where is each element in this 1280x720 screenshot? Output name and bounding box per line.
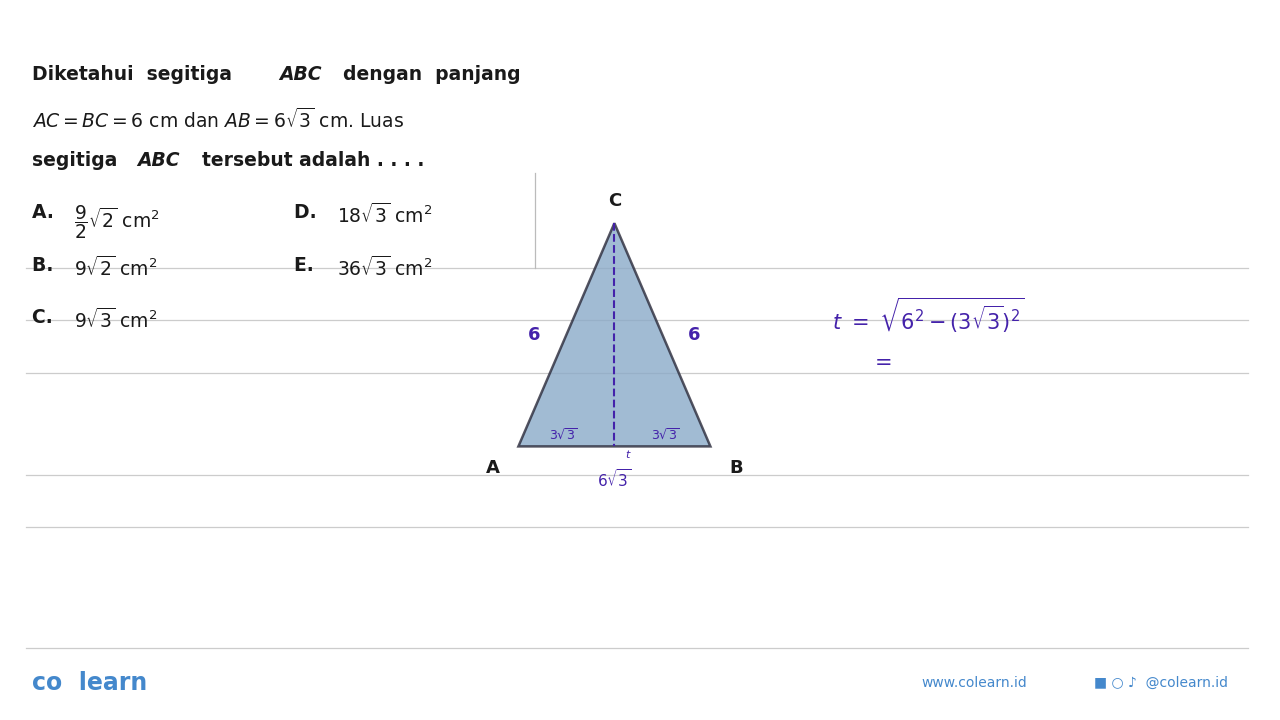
Text: E.: E. [294,256,328,274]
Text: C: C [608,192,621,210]
Text: www.colearn.id: www.colearn.id [922,675,1028,690]
Text: $=$: $=$ [870,351,892,372]
Text: $36\sqrt{3}$ cm$^2$: $36\sqrt{3}$ cm$^2$ [337,256,431,280]
Text: ABC: ABC [137,151,179,170]
Text: $6\sqrt{3}$: $6\sqrt{3}$ [596,468,632,490]
Text: $9\sqrt{2}$ cm$^2$: $9\sqrt{2}$ cm$^2$ [74,256,157,280]
Text: dengan  panjang: dengan panjang [330,65,521,84]
Text: Diketahui  segitiga: Diketahui segitiga [32,65,244,84]
Text: $\dfrac{9}{2}\sqrt{2}$ cm$^2$: $\dfrac{9}{2}\sqrt{2}$ cm$^2$ [74,203,160,241]
Text: D.: D. [294,203,330,222]
Text: $3\sqrt{3}$: $3\sqrt{3}$ [549,428,577,443]
Text: 6: 6 [689,326,700,344]
Text: ABC: ABC [279,65,321,84]
Text: co  learn: co learn [32,670,147,695]
Text: A: A [486,459,499,477]
Text: C.: C. [32,308,59,327]
Text: $t \ = \ \sqrt{6^2 - (3\sqrt{3})^2}$: $t \ = \ \sqrt{6^2 - (3\sqrt{3})^2}$ [832,295,1025,335]
Text: segitiga: segitiga [32,151,131,170]
Text: $9\sqrt{3}$ cm$^2$: $9\sqrt{3}$ cm$^2$ [74,308,157,333]
Text: $AC = BC = 6$ cm dan $AB = 6\sqrt{3}$ cm. Luas: $AC = BC = 6$ cm dan $AB = 6\sqrt{3}$ cm… [32,108,404,132]
Text: ■ ○ ♪  @colearn.id: ■ ○ ♪ @colearn.id [1094,675,1229,690]
Text: tersebut adalah . . . .: tersebut adalah . . . . [189,151,425,170]
Text: B.: B. [32,256,60,274]
Text: A.: A. [32,203,60,222]
Text: $t$: $t$ [625,448,631,460]
Text: $18\sqrt{3}$ cm$^2$: $18\sqrt{3}$ cm$^2$ [337,203,431,228]
Text: $3\sqrt{3}$: $3\sqrt{3}$ [652,428,680,443]
Polygon shape [518,223,710,446]
Text: 6: 6 [529,326,540,344]
Text: B: B [730,459,742,477]
